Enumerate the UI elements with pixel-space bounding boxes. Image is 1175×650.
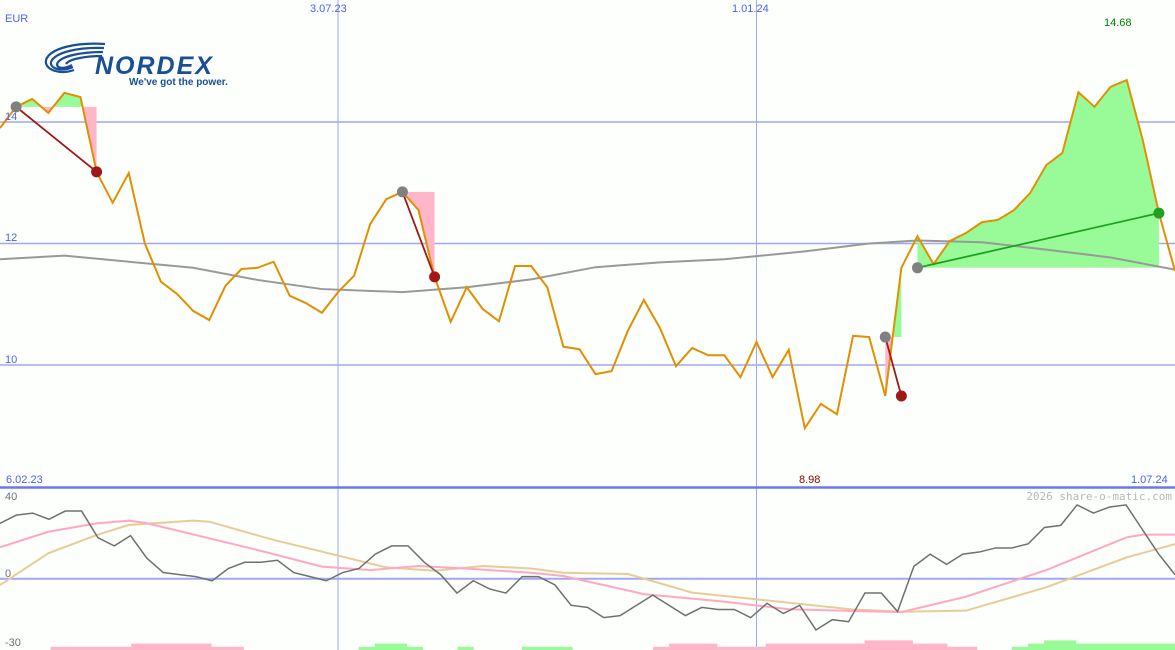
histogram-bar bbox=[1027, 643, 1175, 650]
y-tick-10: 10 bbox=[5, 354, 17, 366]
histogram-bar bbox=[1043, 640, 1077, 650]
max-label: 14.68 bbox=[1104, 17, 1132, 29]
y-tick-12: 12 bbox=[5, 232, 17, 244]
ind-tick-0: 0 bbox=[5, 568, 11, 580]
min-label: 8.98 bbox=[799, 474, 820, 486]
signal-start-dot bbox=[10, 101, 22, 113]
signal-fills bbox=[16, 80, 1159, 396]
histogram-bar bbox=[765, 643, 948, 650]
sell-signal-end-dot bbox=[91, 166, 103, 178]
sell-signal-line bbox=[401, 191, 436, 278]
histogram-bar bbox=[374, 643, 407, 650]
sell-signal-end-dot bbox=[429, 271, 441, 283]
gain-fill bbox=[16, 92, 97, 107]
oscillator-line bbox=[0, 503, 1175, 631]
histogram-bar bbox=[521, 646, 573, 650]
loss-fill bbox=[402, 191, 435, 277]
gain-fill bbox=[917, 80, 1159, 268]
axis-labels: EUR 14 12 10 3.07.23 1.01.24 14.68 6.02.… bbox=[5, 3, 1172, 649]
y-tick-14: 14 bbox=[5, 111, 17, 123]
logo-swoosh-icon bbox=[44, 42, 106, 74]
logo-tagline: We've got the power. bbox=[129, 77, 228, 88]
histogram-bar bbox=[864, 640, 913, 650]
signal-markers bbox=[10, 101, 1165, 402]
x-start-label: 6.02.23 bbox=[6, 474, 43, 486]
histogram-bar bbox=[457, 646, 474, 650]
x-top-label-2: 1.01.24 bbox=[732, 3, 769, 15]
buy-signal-line bbox=[917, 212, 1160, 269]
signal-start-dot bbox=[911, 262, 923, 274]
sell-signal-line bbox=[884, 336, 903, 397]
sell-signal-end-dot bbox=[895, 390, 907, 402]
x-end-label: 1.07.24 bbox=[1131, 474, 1168, 486]
ind-tick-40: 40 bbox=[5, 491, 17, 503]
series-lines bbox=[0, 78, 1175, 650]
price-line bbox=[0, 78, 1175, 431]
loss-fill bbox=[16, 106, 97, 172]
indicator-signal1-line bbox=[0, 519, 1175, 614]
nordex-logo: NORDEX We've got the power. bbox=[44, 42, 228, 88]
buy-signal-end-dot bbox=[1153, 207, 1165, 219]
sell-signal-line bbox=[15, 106, 98, 173]
moving-average-line bbox=[0, 239, 1175, 294]
currency-label: EUR bbox=[5, 13, 28, 25]
gain-fill bbox=[885, 267, 902, 338]
signal-start-dot bbox=[879, 331, 891, 343]
x-top-label-1: 3.07.23 bbox=[310, 3, 347, 15]
ind-tick-minus30: -30 bbox=[5, 637, 21, 649]
indicator-signal2-line bbox=[0, 519, 1175, 613]
histogram-bar bbox=[669, 643, 718, 650]
watermark: 2026 share-o-matic.com bbox=[1026, 490, 1172, 503]
histogram-bar bbox=[131, 643, 212, 650]
signal-start-dot bbox=[396, 186, 408, 198]
logo-wordmark: NORDEX bbox=[95, 52, 214, 80]
